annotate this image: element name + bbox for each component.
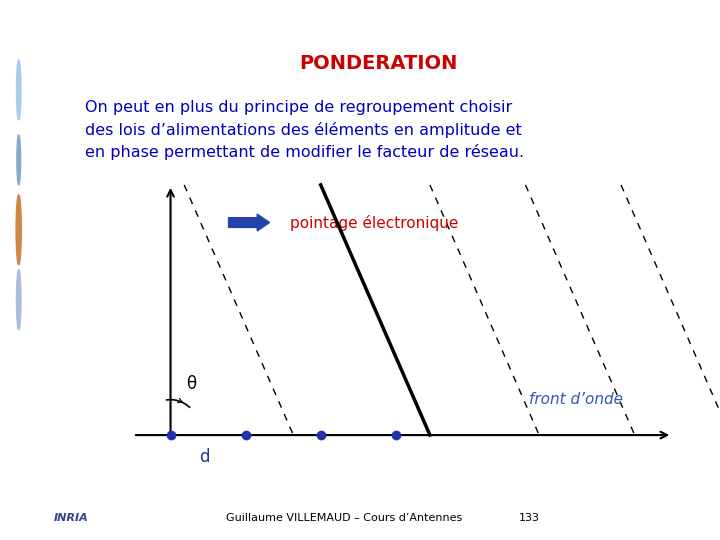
Text: PONDERATION: PONDERATION bbox=[300, 53, 458, 72]
Text: On peut en plus du principe de regroupement choisir: On peut en plus du principe de regroupem… bbox=[85, 100, 513, 115]
FancyArrow shape bbox=[228, 214, 269, 231]
Circle shape bbox=[16, 195, 22, 265]
Text: Guillaume VILLEMAUD – Cours d’Antennes: Guillaume VILLEMAUD – Cours d’Antennes bbox=[227, 513, 463, 523]
Circle shape bbox=[17, 135, 21, 185]
Circle shape bbox=[17, 60, 21, 120]
Circle shape bbox=[17, 270, 21, 329]
Text: 133: 133 bbox=[518, 513, 539, 523]
Text: pointage électronique: pointage électronique bbox=[290, 214, 459, 231]
Text: des lois d’alimentations des éléments en amplitude et: des lois d’alimentations des éléments en… bbox=[85, 122, 522, 138]
Text: en phase permettant de modifier le facteur de réseau.: en phase permettant de modifier le facte… bbox=[85, 144, 524, 160]
Text: d: d bbox=[199, 448, 210, 466]
Text: front d’onde: front d’onde bbox=[529, 392, 623, 407]
Text: θ: θ bbox=[186, 375, 196, 393]
Text: INRIA: INRIA bbox=[54, 513, 89, 523]
